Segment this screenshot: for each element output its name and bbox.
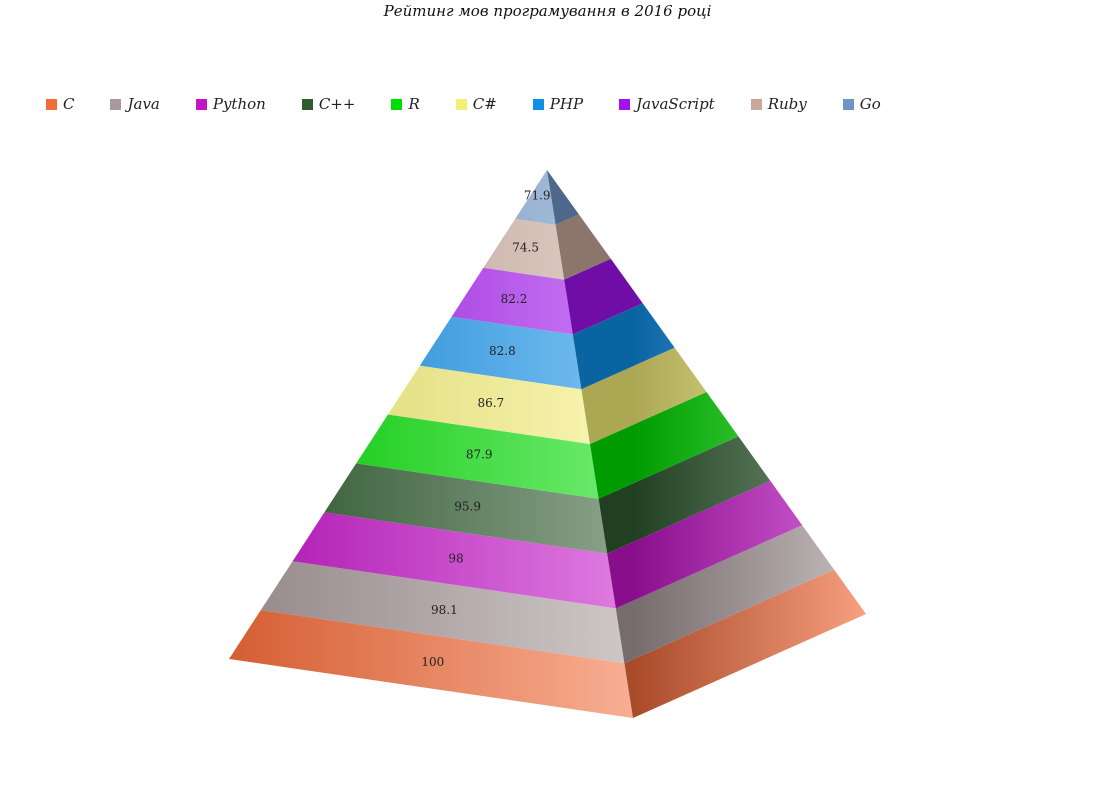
legend-item[interactable]: R [391, 95, 420, 113]
legend-swatch [619, 98, 631, 110]
legend-label: R [408, 95, 420, 113]
legend-swatch [532, 98, 544, 110]
legend-item[interactable]: C# [455, 95, 497, 113]
legend-swatch [391, 98, 403, 110]
legend-label: C++ [318, 95, 356, 113]
legend-label: PHP [549, 95, 584, 113]
slice-value-label: 98 [448, 551, 463, 565]
pyramid-slice-side[interactable] [547, 170, 579, 225]
legend-item[interactable]: C++ [301, 95, 356, 113]
pyramid-slice-side[interactable] [607, 480, 803, 609]
legend-label: C# [472, 95, 497, 113]
pyramid-slice-side[interactable] [624, 569, 866, 718]
legend-item[interactable]: PHP [532, 95, 584, 113]
legend-label: JavaScript [636, 95, 715, 113]
slice-value-label: 86.7 [477, 396, 504, 410]
slice-value-label: 98.1 [431, 603, 458, 617]
legend-label: Ruby [767, 95, 807, 113]
legend-label: Python [212, 95, 266, 113]
legend-item[interactable]: Java [110, 95, 160, 113]
legend-swatch [750, 98, 762, 110]
pyramid-slice-front[interactable] [292, 512, 616, 609]
slice-value-label: 87.9 [466, 448, 493, 462]
chart-legend: C Java Python C++ R C# PHP JavaScript Ruby Go [46, 93, 917, 115]
legend-swatch [455, 98, 467, 110]
chart-title: Рейтинг мов програмування в 2016 році [383, 2, 712, 20]
pyramid-slice-side[interactable] [581, 347, 707, 444]
pyramid-slice-side[interactable] [615, 525, 835, 664]
legend-label: Java [127, 95, 160, 113]
legend-item[interactable]: JavaScript [619, 95, 715, 113]
legend-label: Go [859, 95, 881, 113]
pyramid-slice-side[interactable] [572, 303, 675, 390]
slice-value-label: 82.2 [501, 292, 528, 306]
legend-swatch [842, 98, 854, 110]
pyramid-slice-front[interactable] [324, 463, 608, 554]
slice-value-label: 74.5 [512, 240, 539, 254]
pyramid-slice-front[interactable] [260, 561, 625, 664]
legend-label: C [63, 95, 75, 113]
pyramid-slice-front[interactable] [229, 610, 633, 718]
legend-swatch [301, 98, 313, 110]
legend-item[interactable]: Go [842, 95, 881, 113]
pyramid-slice-side[interactable] [598, 436, 771, 554]
pyramid-slice-front[interactable] [515, 170, 556, 225]
legend-swatch [110, 98, 122, 110]
slice-value-label: 71.9 [524, 188, 551, 202]
slice-value-label: 95.9 [454, 500, 481, 514]
legend-swatch [195, 98, 207, 110]
pyramid-slice-front[interactable] [483, 218, 565, 280]
pyramid-slice-front[interactable] [451, 267, 573, 335]
pyramid-slice-front[interactable] [388, 365, 590, 444]
slice-value-label: 100 [421, 655, 444, 669]
pyramid-slice-front[interactable] [356, 414, 599, 499]
pyramid-slice-front[interactable] [419, 316, 582, 390]
legend-item[interactable]: C [46, 95, 74, 113]
pyramid-slice-side[interactable] [590, 392, 739, 499]
pyramid-slice-side[interactable] [555, 214, 611, 280]
legend-item[interactable]: Ruby [750, 95, 807, 113]
legend-swatch [46, 98, 57, 110]
pyramid-slice-side[interactable] [564, 258, 643, 335]
slice-value-label: 82.8 [489, 344, 516, 358]
legend-item[interactable]: Python [195, 95, 266, 113]
